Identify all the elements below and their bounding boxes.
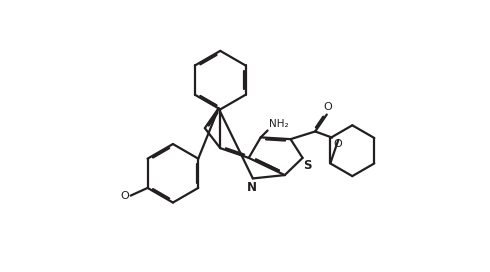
Text: O: O xyxy=(121,191,129,201)
Text: O: O xyxy=(323,102,332,112)
Text: S: S xyxy=(303,159,312,172)
Text: NH₂: NH₂ xyxy=(269,119,289,129)
Text: N: N xyxy=(247,181,257,194)
Text: O: O xyxy=(334,139,343,149)
